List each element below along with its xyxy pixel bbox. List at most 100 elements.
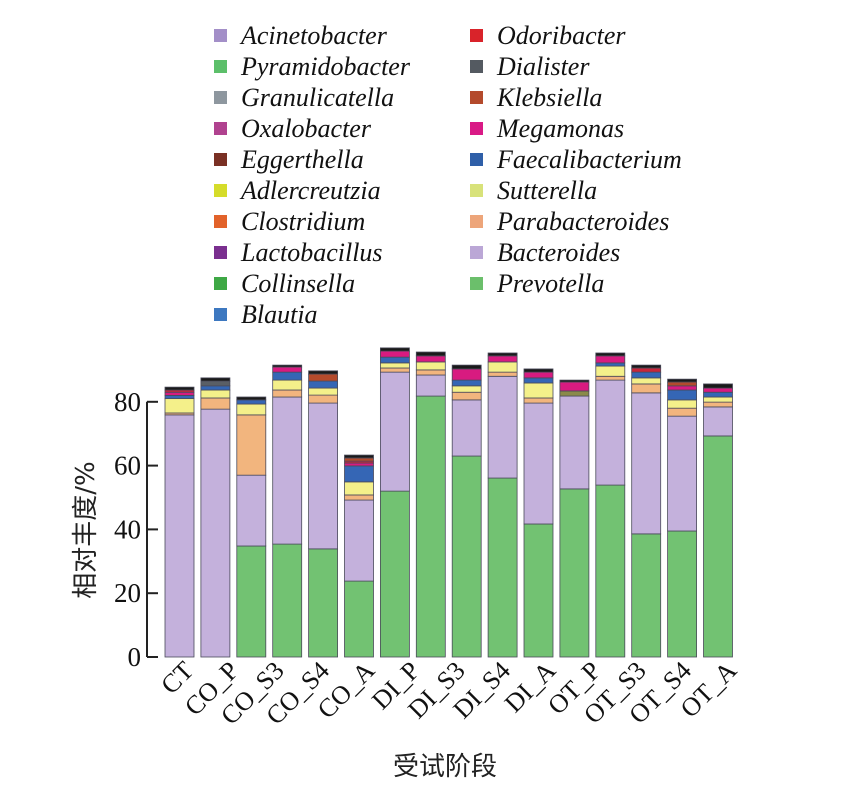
bar-segment-prevotella [272, 543, 303, 658]
legend-item: Eggerthella [214, 144, 410, 175]
bar-segment-parabacteroides [200, 397, 231, 410]
bar-segment-parabacteroides [595, 375, 626, 381]
bar-segment-bacteroides [308, 402, 339, 550]
stacked-bar [415, 351, 446, 658]
bar-segment-dialister [200, 380, 231, 387]
stacked-bar [451, 364, 482, 658]
bar-segment-faecalibacterium [451, 379, 482, 387]
bar-segment-sutterella [631, 377, 662, 385]
bar-segment-megamonas [415, 355, 446, 363]
bar-segment-prevotella [236, 545, 267, 658]
bar-segment-parabacteroides [667, 407, 697, 417]
bar-segment-other [379, 347, 410, 352]
bar-segment-sutterella [523, 382, 554, 399]
y-axis: 0 20 40 60 80 [114, 387, 158, 672]
bar-segment-megamonas [595, 355, 626, 364]
stacked-bar [631, 364, 662, 658]
legend-item: Megamonas [470, 113, 682, 144]
bar-segment-bacteroides [379, 371, 410, 492]
legend-swatch [214, 29, 227, 42]
y-axis-title: 相对丰度/% [71, 461, 101, 598]
bar-segment-sutterella [487, 361, 518, 373]
bar-segment-megamonas [272, 366, 303, 373]
bar-segment-parabacteroides [523, 397, 554, 404]
legend-item: Dialister [470, 51, 682, 82]
legend-label: Sutterella [497, 175, 598, 205]
bar-segment-sutterella [595, 365, 626, 377]
legend-swatch [214, 215, 227, 228]
bar-segment-megamonas [344, 462, 374, 467]
x-tick-labels: CTCO_PCO_S3CO_S4CO_ADI_PDI_S3DI_S4DI_AOT… [155, 656, 742, 731]
bar-segment-bacteroides [451, 399, 482, 457]
bar-segment-faecalibacterium [344, 465, 374, 483]
y-tick-label: 0 [128, 642, 142, 672]
legend-item: Collinsella [214, 268, 410, 299]
bar-segment-sutterella [703, 396, 733, 403]
bar-segment-megamonas [523, 371, 554, 379]
bar-segment-bacteroides [703, 406, 733, 437]
bar-segment-megamonas [379, 350, 410, 358]
bar-segment-other [236, 396, 267, 401]
bar-segment-sutterella [379, 362, 410, 369]
legend-label: Faecalibacterium [497, 144, 682, 174]
legend-item: Klebsiella [470, 82, 682, 113]
bars-group [164, 347, 733, 658]
legend-item: Bacteroides [470, 237, 682, 268]
bar-segment-faecalibacterium [523, 377, 554, 384]
bar-segment-prevotella [667, 530, 697, 658]
bar-segment-faecalibacterium [379, 356, 410, 364]
bar-segment-bacteroides [595, 379, 626, 486]
bar-segment-prevotella [379, 490, 410, 658]
legend-swatch [214, 153, 227, 166]
stacked-bar [523, 368, 554, 658]
bar-segment-bacteroides [487, 375, 518, 479]
legend-label: Prevotella [497, 268, 605, 298]
bar-segment-bacteroides [164, 414, 195, 658]
bar-segment-parabacteroides [308, 394, 339, 404]
stacked-bar [308, 370, 339, 658]
bar-segment-bacteroides [272, 396, 303, 545]
stacked-bar [667, 378, 697, 658]
legend-label: Odoribacter [497, 20, 626, 50]
legend-item: Faecalibacterium [470, 144, 682, 175]
legend-swatch [470, 60, 483, 73]
bar-segment-other [164, 386, 195, 391]
legend-item: Acinetobacter [214, 20, 410, 51]
legend-item: Blautia [214, 299, 410, 330]
legend-column-right: Odoribacter Dialister Klebsiella Megamonas F… [470, 20, 682, 299]
legend-item: Pyramidobacter [214, 51, 410, 82]
bar-segment-prevotella [487, 477, 518, 658]
bar-segment-faecalibacterium [667, 389, 697, 401]
bar-segment-bacteroides [200, 408, 231, 658]
y-tick-label: 20 [114, 578, 141, 608]
bar-segment-bacteroides [415, 374, 446, 397]
bar-segment-faecalibacterium [200, 385, 231, 391]
legend-label: Collinsella [241, 268, 356, 298]
bar-segment-faecalibacterium [631, 371, 662, 379]
legend-label: Blautia [241, 299, 318, 329]
bar-segment-prevotella [344, 580, 374, 658]
bar-segment-faecalibacterium [703, 391, 733, 398]
bar-segment-prevotella [415, 395, 446, 658]
bar-segment-prevotella [631, 533, 662, 658]
legend-swatch [214, 184, 227, 197]
bar-segment-other [308, 370, 339, 375]
y-tick-label: 60 [114, 451, 141, 481]
legend-swatch [470, 184, 483, 197]
legend-item: Clostridium [214, 206, 410, 237]
stacked-bar [236, 396, 267, 658]
legend-item: Lactobacillus [214, 237, 410, 268]
bar-segment-parabacteroides [415, 369, 446, 376]
stacked-bar [344, 454, 374, 658]
legend-label: Klebsiella [497, 82, 603, 112]
bar-segment-other [523, 368, 554, 373]
bar-segment-parabacteroides [703, 401, 733, 408]
bar-segment-faecalibacterium [272, 371, 303, 381]
bar-segment-bacteroides [523, 402, 554, 525]
bar-segment-megamonas [164, 391, 195, 396]
bar-segment-other [451, 364, 482, 370]
stacked-bar [559, 379, 590, 658]
legend-item: Prevotella [470, 268, 682, 299]
legend-swatch [214, 246, 227, 259]
bar-segment-parabacteroides [631, 383, 662, 394]
